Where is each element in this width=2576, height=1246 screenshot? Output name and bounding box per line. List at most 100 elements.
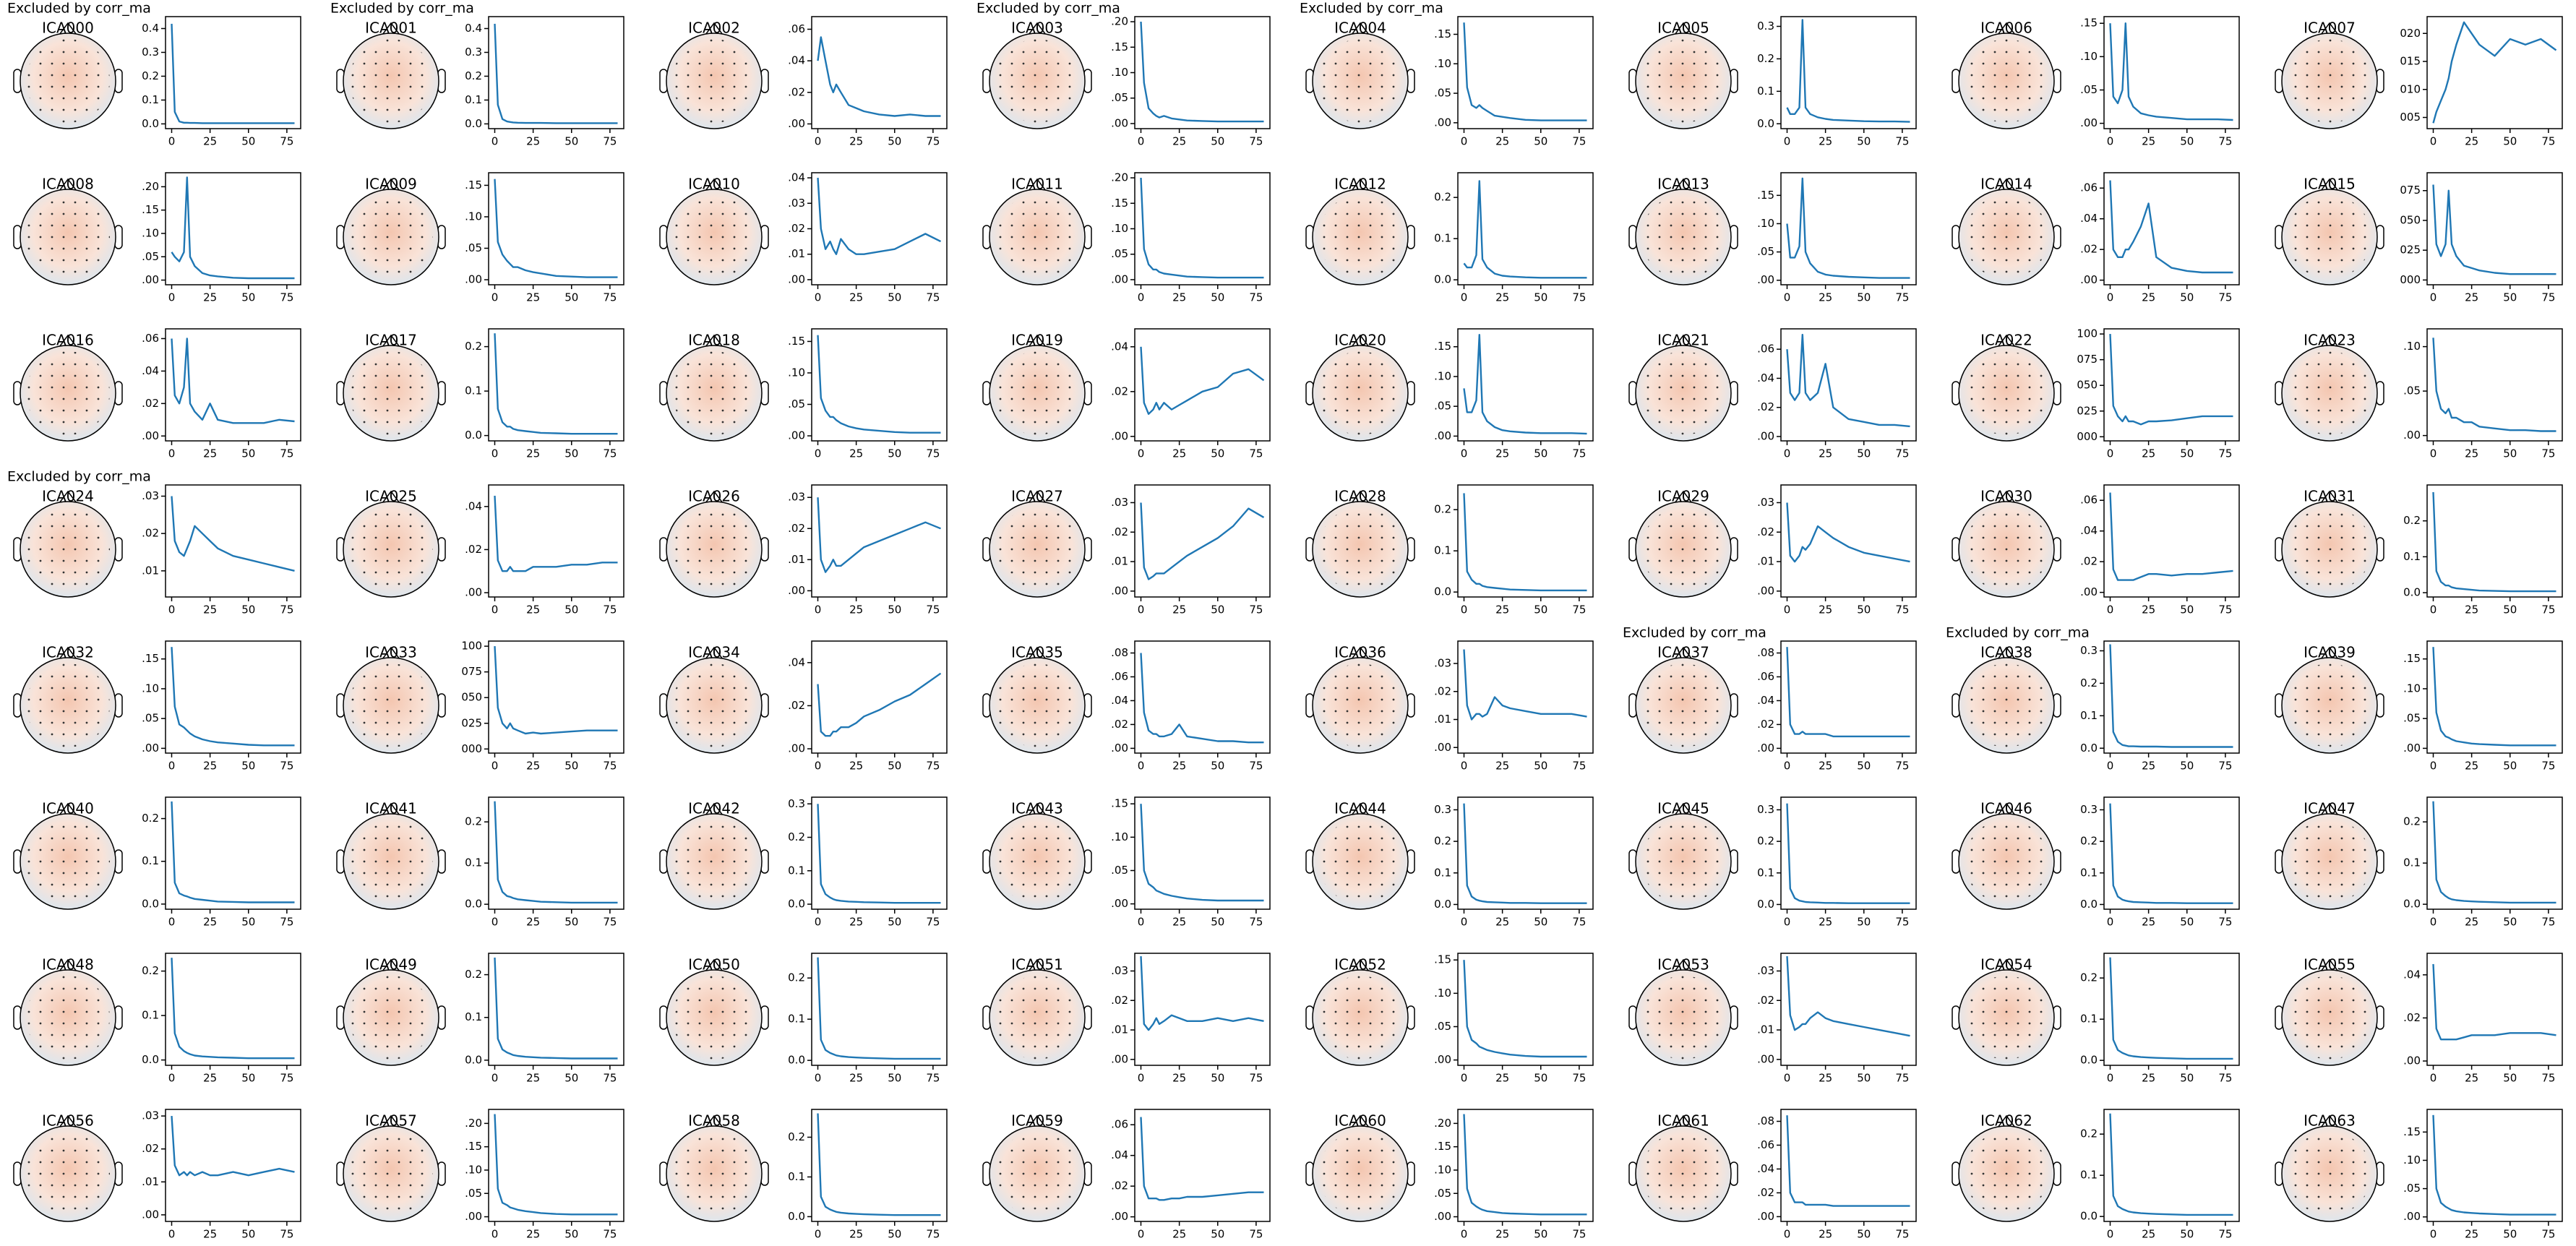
x-tick-label: 75 xyxy=(1895,291,1909,304)
x-tick-label: 25 xyxy=(2465,447,2478,460)
y-tick-label: .15 xyxy=(465,179,482,192)
plot-frame xyxy=(1780,1109,1917,1222)
y-tick-label: 0.0 xyxy=(465,898,482,911)
x-tick-label: 0 xyxy=(2107,916,2114,929)
y-tick-label: .15 xyxy=(2403,652,2421,665)
y-tick-label: .00 xyxy=(142,742,159,755)
x-tick-label: 25 xyxy=(849,447,863,460)
spectrum-line xyxy=(2109,492,2233,581)
x-tick-label: 50 xyxy=(888,447,901,460)
plot-frame xyxy=(1457,796,1594,910)
x-tick-label: 25 xyxy=(1495,603,1509,616)
y-tick-label: .00 xyxy=(465,1210,482,1223)
plot-frame xyxy=(811,1109,948,1222)
y-tick-label: .05 xyxy=(2080,83,2098,96)
y-tick-label: .06 xyxy=(1757,343,1774,356)
plot-frame xyxy=(1457,1109,1594,1222)
y-tick-label: .10 xyxy=(2080,50,2098,63)
y-tick-label: .03 xyxy=(1757,496,1774,509)
sensor-grid xyxy=(1965,195,2048,279)
y-tick-label: 0.0 xyxy=(1757,898,1774,911)
x-tick-label: 50 xyxy=(241,291,255,304)
sensor-grid xyxy=(1641,39,1725,123)
y-tick-label: .02 xyxy=(788,85,805,98)
x-tick-label: 25 xyxy=(2465,1228,2478,1241)
x-tick-label: 0 xyxy=(1784,135,1791,148)
spectrum-line xyxy=(171,338,295,424)
y-tick-label: 0.2 xyxy=(465,69,482,82)
y-tick-label: 100 xyxy=(461,640,482,653)
y-tick-label: .03 xyxy=(1111,496,1128,509)
head-nose xyxy=(1674,958,1693,972)
sensor-grid xyxy=(2288,1132,2371,1216)
head-nose xyxy=(2320,22,2339,35)
x-tick-label: 75 xyxy=(2541,760,2555,773)
head-nose xyxy=(1997,490,2016,504)
y-tick-label: .06 xyxy=(2080,494,2098,507)
y-tick-label: .15 xyxy=(788,335,805,348)
y-tick-label: 0.1 xyxy=(2080,1169,2098,1182)
spectrum-line xyxy=(1140,502,1265,580)
y-tick-label: .02 xyxy=(1111,525,1128,538)
plot-frame xyxy=(1134,1109,1271,1222)
y-tick-label: .10 xyxy=(2403,682,2421,695)
y-tick-label: 025 xyxy=(2077,404,2098,417)
head-nose xyxy=(1028,802,1047,816)
spectrum-line xyxy=(2109,803,2233,904)
plot-frame xyxy=(488,953,624,1066)
y-tick-label: 0.0 xyxy=(142,117,159,130)
y-tick-label: .06 xyxy=(1757,670,1774,683)
spectrum-line xyxy=(494,179,618,278)
y-tick-label: 0.2 xyxy=(1434,835,1451,848)
y-tick-label: 025 xyxy=(2400,244,2421,257)
y-tick-label: .01 xyxy=(1757,555,1774,568)
y-tick-label: .00 xyxy=(788,429,805,442)
x-tick-label: 25 xyxy=(2465,1072,2478,1085)
plot-frame xyxy=(2426,16,2563,129)
spectrum-line xyxy=(2109,334,2233,426)
x-tick-label: 75 xyxy=(1895,603,1909,616)
x-tick-label: 50 xyxy=(1534,291,1547,304)
x-tick-label: 50 xyxy=(1857,135,1871,148)
spectrum-line xyxy=(817,804,941,904)
spectrum-line xyxy=(817,497,941,573)
y-tick-label: .00 xyxy=(1111,429,1128,442)
spectrum-line xyxy=(817,36,941,117)
y-tick-label: .15 xyxy=(1757,189,1774,202)
y-tick-label: .01 xyxy=(788,553,805,566)
plot-frame xyxy=(1134,328,1271,442)
x-tick-label: 50 xyxy=(888,1228,901,1241)
x-tick-label: 0 xyxy=(1461,603,1468,616)
head-nose xyxy=(705,646,724,660)
x-tick-label: 50 xyxy=(1857,1072,1871,1085)
plot-frame xyxy=(1780,953,1917,1066)
head-nose xyxy=(1028,334,1047,348)
x-tick-label: 0 xyxy=(491,1228,499,1241)
y-tick-label: .04 xyxy=(1757,1162,1774,1175)
spectrum-line xyxy=(2109,957,2233,1060)
y-tick-label: 0.3 xyxy=(465,46,482,59)
plot-frame xyxy=(811,953,948,1066)
x-tick-label: 50 xyxy=(2180,447,2194,460)
sensor-grid xyxy=(2288,195,2371,279)
sensor-grid xyxy=(672,39,756,123)
x-tick-label: 0 xyxy=(168,1072,176,1085)
sensor-grid xyxy=(1641,351,1725,435)
x-tick-label: 75 xyxy=(1895,1228,1909,1241)
y-tick-label: .03 xyxy=(788,197,805,210)
x-tick-label: 25 xyxy=(2465,760,2478,773)
spectrum-line xyxy=(171,23,295,124)
x-tick-label: 0 xyxy=(1784,1072,1791,1085)
sensor-grid xyxy=(1641,976,1725,1060)
plot-frame xyxy=(1134,796,1271,910)
y-tick-label: .05 xyxy=(2403,384,2421,398)
y-tick-label: .10 xyxy=(1757,217,1774,230)
head-nose xyxy=(1997,178,2016,192)
head-nose xyxy=(1997,958,2016,972)
y-tick-label: .10 xyxy=(2403,340,2421,353)
x-tick-label: 0 xyxy=(168,135,176,148)
sensor-grid xyxy=(995,663,1079,747)
x-tick-label: 75 xyxy=(1572,603,1586,616)
x-tick-label: 0 xyxy=(491,916,499,929)
sensor-grid xyxy=(26,39,110,123)
